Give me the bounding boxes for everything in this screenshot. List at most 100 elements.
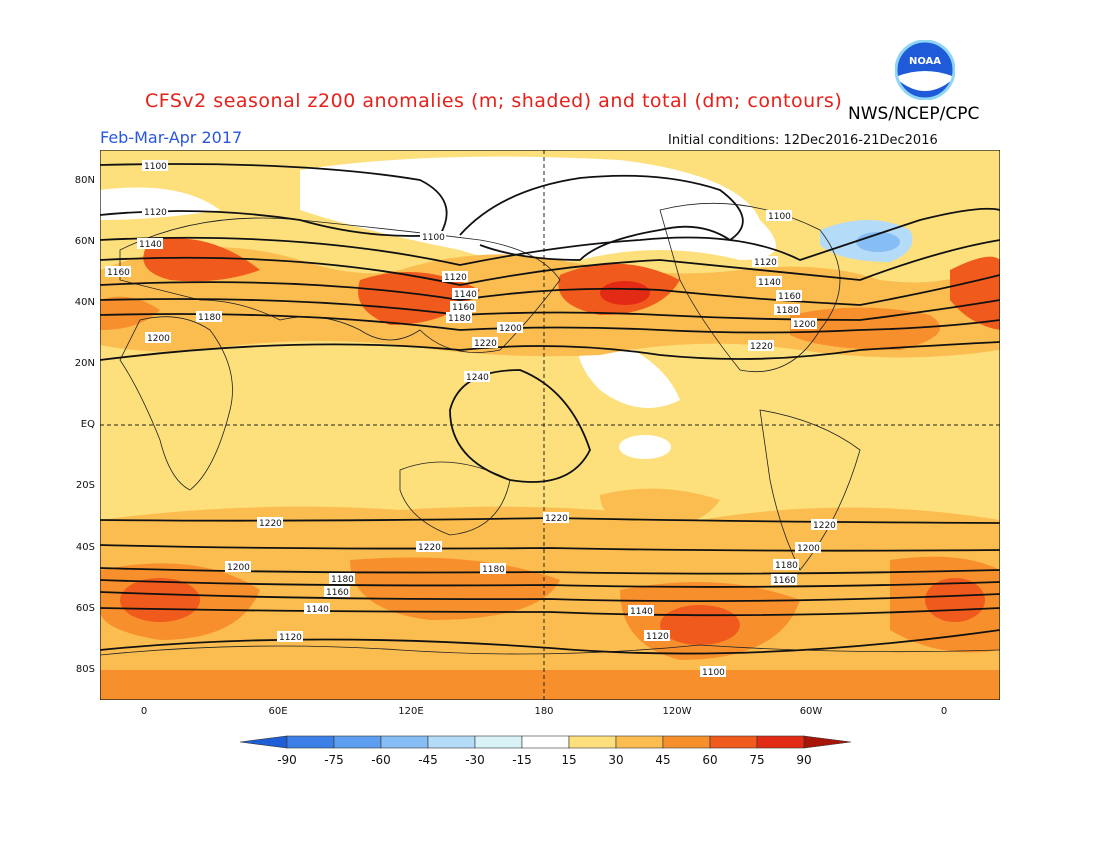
lat-label: 40N [74, 297, 95, 308]
noaa-logo-text: NOAA [909, 56, 941, 67]
chart-title: CFSv2 seasonal z200 anomalies (m; shaded… [145, 90, 843, 112]
contour-label: 1140 [630, 607, 653, 617]
contour-label: 1180 [448, 314, 471, 324]
colorbar-svg [239, 735, 852, 749]
colorbar: -90 -75 -60 -45 -30 -15 15 30 45 60 75 90 [239, 733, 860, 769]
contour-label: 1200 [147, 334, 170, 344]
initial-conditions-label: Initial conditions: 12Dec2016-21Dec2016 [668, 133, 938, 148]
colorbar-swatch [756, 735, 805, 749]
colorbar-label: 75 [749, 753, 765, 767]
lon-label: 0 [940, 706, 948, 717]
contour-label: 1180 [776, 306, 799, 316]
anomaly-region-red-nh2 [358, 272, 480, 325]
contour-label: 1120 [279, 633, 302, 643]
contour-label: 1160 [452, 303, 475, 313]
colorbar-swatch [615, 735, 664, 749]
lat-label: 20S [75, 480, 95, 491]
colorbar-label: 30 [608, 753, 624, 767]
contour-label: 1220 [474, 339, 497, 349]
lat-label: 60S [75, 603, 95, 614]
lon-label: 60W [799, 706, 823, 717]
contour-label: 1180 [775, 561, 798, 571]
colorbar-label: -30 [465, 753, 485, 767]
lon-label: 120E [398, 706, 424, 717]
lat-label: 60N [74, 236, 95, 247]
lat-label: EQ [80, 419, 95, 430]
coastline-africa [119, 316, 233, 491]
agency-label: NWS/NCEP/CPC [848, 104, 980, 124]
colorbar-label: -90 [277, 753, 297, 767]
contour-label: 1100 [144, 162, 167, 172]
contour-label: 1120 [754, 258, 777, 268]
colorbar-swatch [474, 735, 523, 749]
anomaly-region-red-nh1 [143, 238, 260, 282]
contour-label: 1220 [750, 342, 773, 352]
anomaly-region-red-nh5 [100, 296, 160, 330]
colorbar-swatch [286, 735, 335, 749]
contour-label: 1220 [259, 519, 282, 529]
coastline-eurasia [119, 217, 561, 353]
colorbar-label: -45 [418, 753, 438, 767]
anomaly-region-blue-core [856, 232, 900, 252]
colorbar-label: 15 [561, 753, 577, 767]
map-canvas: 1100 1100 1100 1120 1120 1120 1140 1140 … [99, 149, 1001, 701]
contour-label: 1160 [326, 588, 349, 598]
height-contours-sh [99, 517, 1001, 655]
contour-label: 1220 [418, 543, 441, 553]
height-contours-nh [99, 163, 1001, 483]
contour-label: 1120 [646, 632, 669, 642]
coastline-australia [399, 461, 511, 536]
lat-label: 40S [75, 542, 95, 553]
lon-label: 180 [534, 706, 554, 717]
lon-label: 60E [268, 706, 288, 717]
contour-label: 1120 [144, 208, 167, 218]
map-panel: 1100 1100 1100 1120 1120 1120 1140 1140 … [99, 149, 1001, 701]
contour-label: 1140 [454, 290, 477, 300]
lat-label: 20N [74, 358, 95, 369]
anomaly-region-core-sh1 [120, 578, 200, 622]
continent-outlines [99, 202, 1001, 656]
contour-label: 1120 [444, 273, 467, 283]
contour-label: 1180 [331, 575, 354, 585]
colorbar-label: 90 [796, 753, 812, 767]
coastline-antarctica [99, 644, 1001, 656]
colorbar-swatch [427, 735, 476, 749]
colorbar-label: -60 [371, 753, 391, 767]
colorbar-swatch [239, 735, 288, 749]
lon-label: 0 [140, 706, 148, 717]
colorbar-swatch [709, 735, 758, 749]
anomaly-region-core-nh3 [600, 281, 650, 305]
contour-label: 1160 [107, 268, 130, 278]
anomaly-region-bottom-band [100, 670, 1000, 700]
contour-label: 1100 [702, 668, 725, 678]
anomaly-region-white-eq [619, 435, 671, 459]
colorbar-swatch [803, 735, 852, 749]
colorbar-swatch [333, 735, 382, 749]
noaa-logo: NOAA [895, 40, 955, 100]
contour-label: 1100 [768, 212, 791, 222]
contour-label-group: 1100 1100 1100 1120 1120 1120 1140 1140 … [105, 160, 837, 678]
contour-label: 1140 [758, 278, 781, 288]
colorbar-label: -75 [324, 753, 344, 767]
contour-label: 1180 [198, 313, 221, 323]
contour-label: 1240 [466, 373, 489, 383]
colorbar-label: -15 [512, 753, 532, 767]
colorbar-label: 60 [702, 753, 718, 767]
contour-label: 1200 [797, 544, 820, 554]
contour-label: 1220 [545, 514, 568, 524]
contour-label: 1140 [139, 240, 162, 250]
contour-label: 1200 [499, 324, 522, 334]
contour-label: 1160 [773, 576, 796, 586]
colorbar-swatch [568, 735, 617, 749]
lon-label: 120W [662, 706, 692, 717]
contour-label: 1100 [422, 233, 445, 243]
contour-label: 1200 [227, 563, 250, 573]
colorbar-label: 45 [655, 753, 671, 767]
anomaly-region-red-nh4 [790, 307, 940, 350]
anomaly-region-orange-nh [100, 247, 1000, 358]
colorbar-swatch [380, 735, 429, 749]
anomaly-region-core-sh3 [660, 605, 740, 645]
contour-label: 1180 [482, 565, 505, 575]
anomaly-region-red-nh6 [950, 256, 1000, 330]
coastline-north-america [659, 202, 841, 373]
